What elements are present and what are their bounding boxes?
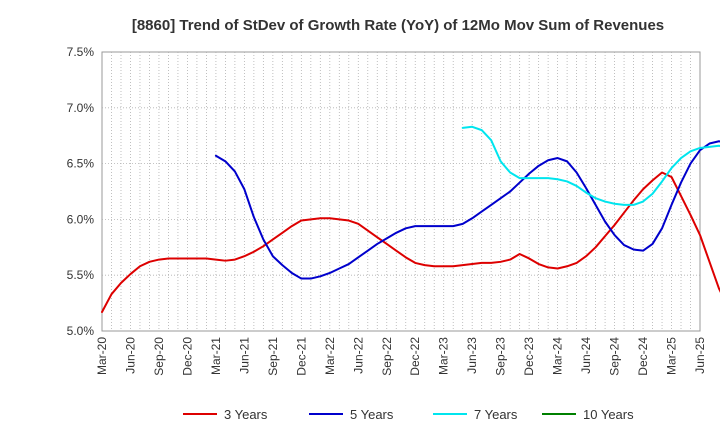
y-axis-ticks: 5.0% 5.5% 6.0% 6.5% 7.0% 7.5% <box>67 45 95 338</box>
x-axis-ticks: Mar-20 Jun-20 Sep-20 Dec-20 Mar-21 Jun-21 Sep-… <box>95 337 707 376</box>
x-tick-label: Mar-25 <box>665 337 679 375</box>
x-tick-label: Jun-21 <box>237 337 251 374</box>
series-line-3-years <box>101 171 720 314</box>
x-tick-label: Sep-20 <box>152 337 166 376</box>
x-tick-label: Dec-22 <box>408 337 422 376</box>
x-tick-label: Jun-24 <box>579 337 593 374</box>
legend-label-3-years: 3 Years <box>224 407 268 422</box>
x-tick-label: Mar-20 <box>95 337 109 375</box>
grid <box>102 52 700 331</box>
x-tick-label: Jun-22 <box>351 337 365 374</box>
x-tick-label: Sep-21 <box>266 337 280 376</box>
series-lines <box>101 125 720 314</box>
y-tick-label: 7.0% <box>67 101 95 115</box>
x-tick-label: Dec-20 <box>180 337 194 376</box>
x-tick-label: Jun-23 <box>465 337 479 374</box>
x-tick-label: Sep-22 <box>380 337 394 376</box>
plot-area <box>101 51 701 332</box>
x-tick-label: Jun-25 <box>693 337 707 374</box>
x-tick-label: Dec-23 <box>522 337 536 376</box>
y-tick-label: 7.5% <box>67 45 95 59</box>
series-line-7-years <box>461 125 720 206</box>
chart-title: [8860] Trend of StDev of Growth Rate (Yo… <box>132 17 664 34</box>
x-tick-label: Mar-24 <box>551 337 565 375</box>
legend-label-10-years: 10 Years <box>583 407 634 422</box>
x-tick-label: Sep-24 <box>608 337 622 376</box>
y-tick-label: 5.0% <box>67 324 95 338</box>
legend: 3 Years 5 Years 7 Years 10 Years <box>183 407 634 422</box>
y-tick-label: 5.5% <box>67 268 95 282</box>
x-tick-label: Mar-21 <box>209 337 223 375</box>
legend-label-7-years: 7 Years <box>474 407 518 422</box>
x-tick-label: Dec-24 <box>636 337 650 376</box>
y-tick-label: 6.0% <box>67 212 95 226</box>
series-line-5-years <box>214 140 720 280</box>
x-tick-label: Mar-23 <box>437 337 451 375</box>
legend-label-5-years: 5 Years <box>350 407 394 422</box>
x-tick-label: Dec-21 <box>294 337 308 376</box>
x-tick-label: Sep-23 <box>494 337 508 376</box>
x-tick-label: Jun-20 <box>123 337 137 374</box>
x-tick-label: Mar-22 <box>323 337 337 375</box>
y-tick-label: 6.5% <box>67 157 95 171</box>
